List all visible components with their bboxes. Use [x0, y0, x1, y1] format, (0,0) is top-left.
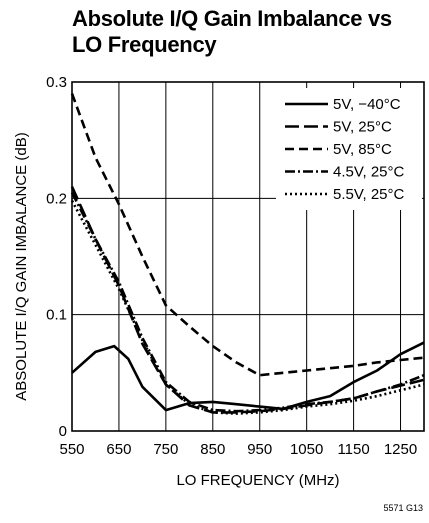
x-tick-label: 1050 [290, 441, 323, 458]
x-tick-label: 550 [59, 441, 84, 458]
x-tick-label: 850 [200, 441, 225, 458]
y-tick-label: 0 [59, 423, 67, 440]
y-tick-label: 0.2 [46, 190, 67, 207]
series-line [70, 186, 425, 414]
x-tick-label: 750 [153, 441, 178, 458]
series-layer [70, 93, 425, 415]
tick-labels: 550 650 750 850 950 1050 1150 1250 0 0.1 0.2 0.3 [46, 74, 417, 458]
x-tick-label: 1150 [337, 441, 369, 458]
plot-frame [71, 81, 425, 432]
legend-label: 5V, 85°C [333, 141, 392, 158]
legend-label: 4.5V, 25°C [333, 164, 404, 181]
legend-label: 5V, 25°C [333, 119, 392, 136]
y-tick-label: 0.3 [46, 74, 67, 91]
series-line [71, 341, 425, 412]
x-axis-label: LO FREQUENCY (MHz) [176, 472, 339, 489]
legend-label: 5.5V, 25°C [333, 186, 404, 203]
y-axis-label: ABSOLUTE I/Q GAIN IMBALANCE (dB) [13, 132, 30, 400]
legend: 5V, −40°C 5V, 25°C 5V, 85°C 4.5V, 25°C 5.5V,… [276, 88, 422, 210]
chart-title: Absolute I/Q Gain Imbalance vs LO Freque… [72, 6, 422, 58]
x-tick-label: 650 [106, 441, 131, 458]
figure-id: 5571 G13 [383, 503, 423, 513]
series-line [70, 200, 425, 415]
y-tick-label: 0.1 [46, 307, 67, 324]
x-tick-label: 950 [247, 441, 272, 458]
axes [71, 81, 425, 432]
series-line [70, 191, 425, 413]
series-line [70, 93, 425, 377]
x-tick-label: 1250 [384, 441, 417, 458]
chart-title-line-1: Absolute I/Q Gain Imbalance vs [72, 6, 392, 31]
chart-title-line-2: LO Frequency [72, 32, 217, 57]
legend-label: 5V, −40°C [333, 96, 401, 113]
